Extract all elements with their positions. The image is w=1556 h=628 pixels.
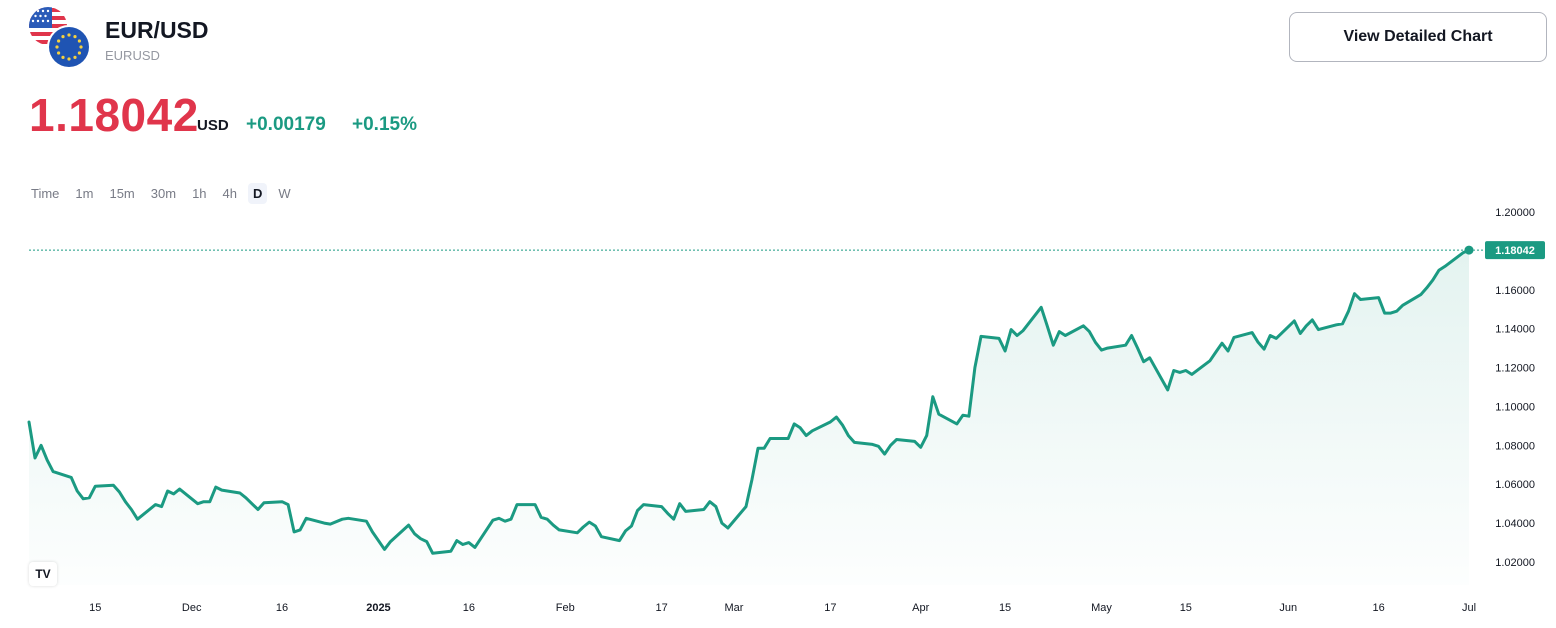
x-tick-label: 15 bbox=[1180, 602, 1192, 614]
x-tick-label: 16 bbox=[276, 602, 288, 614]
interval-15m[interactable]: 15m bbox=[109, 185, 135, 201]
y-tick-label: 1.04000 bbox=[1495, 518, 1535, 530]
last-price-label: 1.18042 bbox=[1495, 245, 1535, 257]
x-tick-label: 17 bbox=[656, 602, 668, 614]
x-tick-label: 16 bbox=[1372, 602, 1384, 614]
y-axis: 1.02000 1.04000 1.06000 1.08000 1.10000 1.120… bbox=[1495, 207, 1535, 569]
y-tick-label: 1.16000 bbox=[1495, 285, 1535, 297]
x-tick-label: Apr bbox=[912, 602, 929, 614]
x-axis: 15 Dec 16 2025 16 Feb 17 Mar 17 Apr 15 May 15 Jun 16 Ju… bbox=[89, 602, 1476, 614]
symbol-ticker: EURUSD bbox=[105, 48, 160, 63]
interval-selector: Time 1m 15m 30m 1h 4h D W bbox=[26, 180, 302, 206]
x-tick-label: 2025 bbox=[366, 602, 390, 614]
x-tick-label: May bbox=[1091, 602, 1112, 614]
last-price-marker bbox=[1464, 245, 1474, 255]
x-tick-label: Jun bbox=[1279, 602, 1297, 614]
y-tick-label: 1.08000 bbox=[1495, 440, 1535, 452]
x-tick-label: 15 bbox=[999, 602, 1011, 614]
view-detailed-chart-button[interactable]: View Detailed Chart bbox=[1289, 12, 1547, 62]
interval-1h[interactable]: 1h bbox=[192, 185, 207, 201]
price-currency: USD bbox=[197, 117, 229, 134]
interval-30m[interactable]: 30m bbox=[150, 185, 177, 201]
x-tick-label: Feb bbox=[556, 602, 575, 614]
price-area-fill bbox=[29, 250, 1469, 585]
interval-d[interactable]: D bbox=[248, 182, 268, 204]
y-tick-label: 1.12000 bbox=[1495, 363, 1535, 375]
interval-1m[interactable]: 1m bbox=[75, 185, 94, 201]
price-chart[interactable]: 1.02000 1.04000 1.06000 1.08000 1.10000 1.120… bbox=[0, 200, 1556, 628]
x-tick-label: 15 bbox=[89, 602, 101, 614]
interval-w[interactable]: W bbox=[278, 185, 291, 201]
y-tick-label: 1.02000 bbox=[1495, 557, 1535, 569]
y-tick-label: 1.06000 bbox=[1495, 479, 1535, 491]
x-tick-label: Dec bbox=[182, 602, 202, 614]
currency-flags-icon bbox=[29, 7, 91, 69]
interval-4h[interactable]: 4h bbox=[222, 185, 237, 201]
y-tick-label: 1.10000 bbox=[1495, 401, 1535, 413]
y-tick-label: 1.14000 bbox=[1495, 324, 1535, 336]
symbol-title: EUR/USD bbox=[105, 17, 209, 43]
last-price-label-bg bbox=[1485, 241, 1545, 260]
x-tick-label: 17 bbox=[824, 602, 836, 614]
x-tick-label: Jul bbox=[1462, 602, 1476, 614]
price-change-percent: +0.15% bbox=[352, 114, 417, 135]
price-line bbox=[27, 248, 1471, 555]
current-price: 1.18042 bbox=[29, 89, 199, 141]
tradingview-logo[interactable]: TV bbox=[29, 562, 57, 586]
price-change-absolute: +0.00179 bbox=[246, 114, 326, 135]
interval-time[interactable]: Time bbox=[31, 185, 60, 201]
x-tick-label: Mar bbox=[724, 602, 743, 614]
y-tick-label: 1.20000 bbox=[1495, 207, 1535, 219]
x-tick-label: 16 bbox=[463, 602, 475, 614]
